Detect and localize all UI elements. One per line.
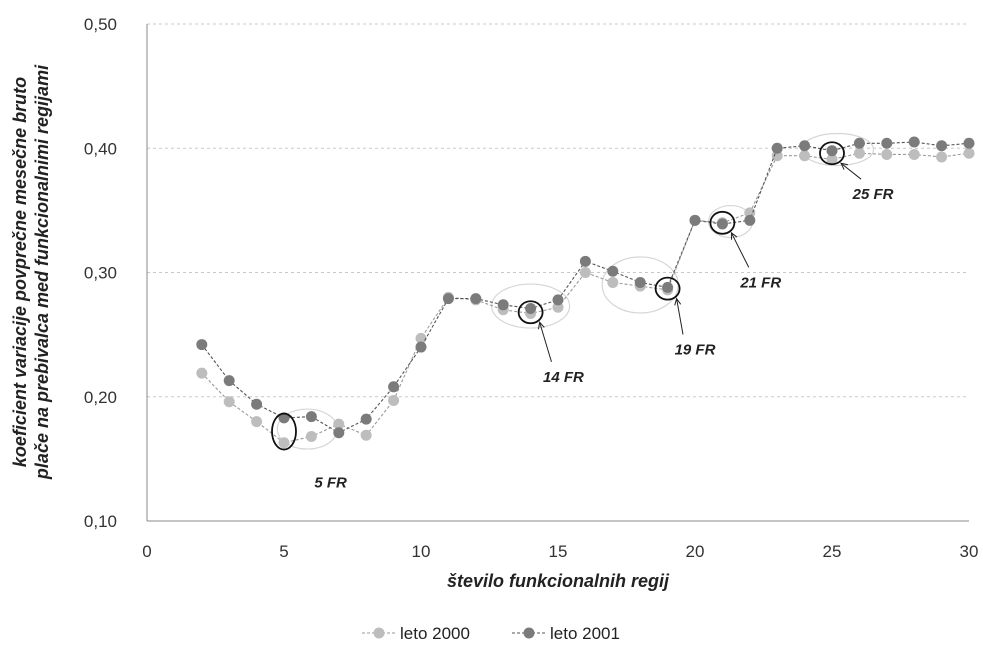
data-point <box>305 411 317 423</box>
data-point <box>360 413 372 425</box>
data-point <box>415 332 427 344</box>
x-tick-label: 15 <box>549 542 568 561</box>
data-point <box>936 151 948 163</box>
data-point <box>251 398 263 410</box>
data-point <box>771 142 783 154</box>
legend-item: leto 2001 <box>512 624 620 643</box>
y-tick-label: 0,20 <box>84 388 117 407</box>
y-axis-title-line: koeficient variacije povprečne mesečne b… <box>10 77 30 467</box>
y-tick-labels: 0,10 0,20 0,30 0,40 0,50 <box>84 15 117 531</box>
data-point <box>963 137 975 149</box>
annotation-arrowhead <box>674 297 682 306</box>
annotation-label: 21 FR <box>739 274 781 291</box>
x-tick-label: 5 <box>279 542 288 561</box>
x-axis-title: število funkcionalnih regij <box>447 571 670 591</box>
data-point <box>662 281 674 293</box>
data-point <box>388 381 400 393</box>
data-point <box>278 437 290 449</box>
annotation-arrowhead <box>840 162 848 170</box>
data-point <box>881 137 893 149</box>
annotation-arrow <box>840 162 862 180</box>
data-point <box>579 255 591 267</box>
legend-marker <box>373 627 385 639</box>
axes <box>146 24 969 522</box>
data-point <box>799 140 811 152</box>
annotation-label: 5 FR <box>314 474 347 491</box>
data-point <box>607 276 619 288</box>
grid-lines <box>147 23 969 398</box>
data-point <box>333 427 345 439</box>
data-point <box>415 341 427 353</box>
data-point <box>223 375 235 387</box>
annotation-label: 19 FR <box>675 342 716 359</box>
legend-label: leto 2001 <box>550 624 620 643</box>
data-point <box>497 299 509 311</box>
annotation-arrow <box>676 298 684 335</box>
legend-marker <box>523 627 535 639</box>
annotations: 5 FR 14 FR 19 FR 21 FR 25 FR <box>271 141 894 491</box>
y-tick-label: 0,30 <box>84 264 117 283</box>
x-tick-label: 0 <box>142 542 151 561</box>
data-point <box>196 339 208 351</box>
data-point <box>936 140 948 152</box>
annotation-marker <box>709 210 736 235</box>
data-point <box>251 416 263 428</box>
data-point <box>881 148 893 160</box>
annotation-arrow <box>539 322 552 362</box>
legend-label: leto 2000 <box>400 624 470 643</box>
data-point <box>799 150 811 162</box>
data-point <box>442 293 454 305</box>
x-tick-labels: 0 5 10 15 20 25 30 <box>142 542 978 561</box>
data-point <box>196 367 208 379</box>
x-tick-label: 20 <box>686 542 705 561</box>
data-point <box>908 148 920 160</box>
data-point <box>470 293 482 305</box>
annotation-marker <box>654 276 681 301</box>
y-axis-title-line: plače na prebivalca med funkcionalnimi r… <box>32 64 52 480</box>
data-point <box>579 267 591 278</box>
data-point <box>305 431 317 443</box>
y-tick-label: 0,50 <box>84 15 117 34</box>
y-axis-title-group: koeficient variacije povprečne mesečne b… <box>10 64 52 480</box>
annotation-marker <box>819 141 845 166</box>
y-tick-label: 0,10 <box>84 512 117 531</box>
annotation-arrowhead <box>538 321 545 330</box>
annotation-label: 14 FR <box>543 369 584 386</box>
data-point <box>853 147 865 159</box>
data-point <box>826 145 838 157</box>
series-layer <box>196 136 975 449</box>
x-tick-label: 25 <box>823 542 842 561</box>
annotation-marker <box>271 412 297 451</box>
series-line <box>201 152 970 444</box>
data-point <box>333 418 345 430</box>
x-tick-label: 30 <box>960 542 979 561</box>
x-tick-label: 10 <box>412 542 431 561</box>
data-point <box>689 214 701 226</box>
data-point <box>278 412 290 424</box>
data-point <box>223 396 235 408</box>
data-point <box>908 136 920 148</box>
data-point <box>607 265 619 277</box>
annotation-arrow <box>730 232 750 268</box>
series-leto-2001 <box>196 136 975 439</box>
data-point <box>525 303 537 315</box>
data-point <box>744 214 756 226</box>
data-point <box>826 153 838 165</box>
data-point <box>552 294 564 306</box>
data-point <box>853 137 865 149</box>
annotation-arrowhead <box>730 231 738 240</box>
data-point <box>716 218 728 230</box>
y-tick-label: 0,40 <box>84 139 117 158</box>
annotation-label: 25 FR <box>852 186 894 203</box>
legend-item: leto 2000 <box>362 624 470 643</box>
data-point <box>360 429 372 441</box>
annotation-highlights <box>276 132 875 450</box>
annotation-marker <box>517 300 544 325</box>
data-point <box>634 276 646 288</box>
data-point <box>388 394 400 406</box>
data-point <box>963 147 975 159</box>
legend: leto 2000 leto 2001 <box>362 624 620 643</box>
